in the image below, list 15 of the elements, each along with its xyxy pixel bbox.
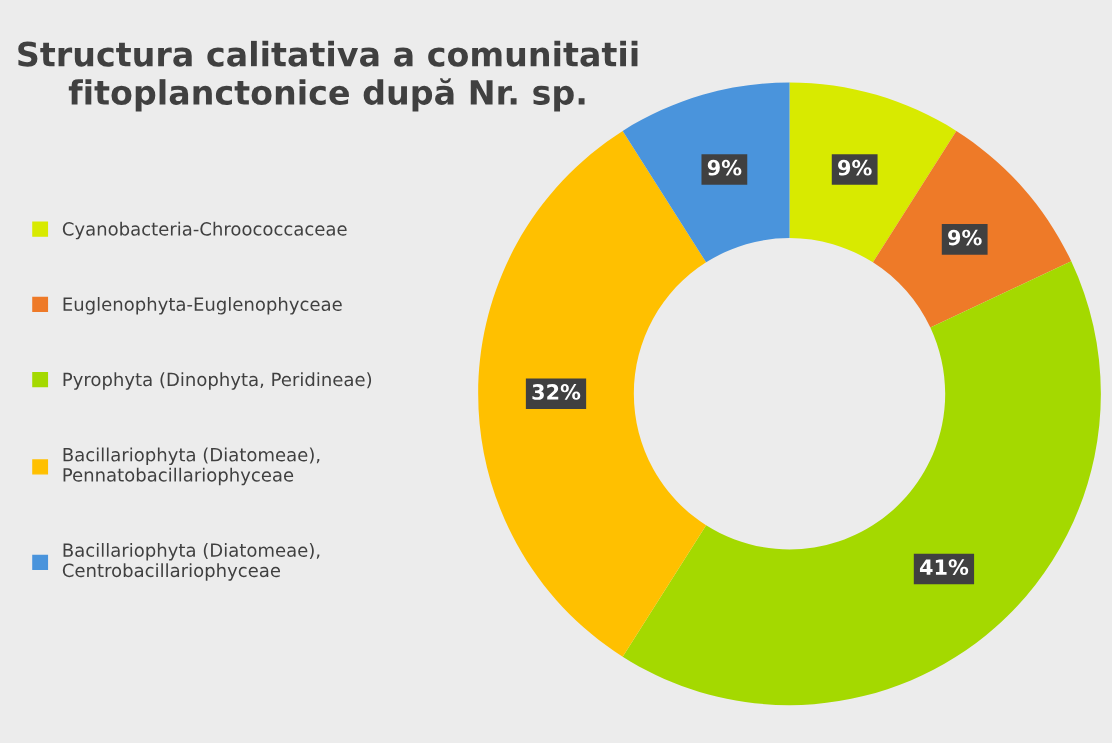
donut-slice [622,82,790,263]
donut-slice [872,130,1072,328]
donut-slice [622,261,1101,706]
donut-slice [478,130,707,657]
legend-label: Cyanobacteria-Chroococcaceae [62,221,347,240]
data-label: 41% [919,559,969,575]
data-label: 9% [838,159,872,176]
legend-label: Bacillariophyta (Diatomeae), Pennatobacillariophyceae [63,447,320,486]
data-label: 9% [707,159,742,176]
legend-label: Euglenophyta-Euglenophyceae [63,297,342,315]
data-label: 32% [532,384,581,400]
chart-title: Structura calitativa a comunitatii fitoplanctonice după Nr. sp. [18,40,638,112]
legend-label: Bacillariophyta (Diatomeae), Centrobacillariophyceae [62,542,320,581]
legend-label: Pyrophyta (Dinophyta, Peridineae) [63,372,372,390]
data-label: 9% [948,229,982,246]
